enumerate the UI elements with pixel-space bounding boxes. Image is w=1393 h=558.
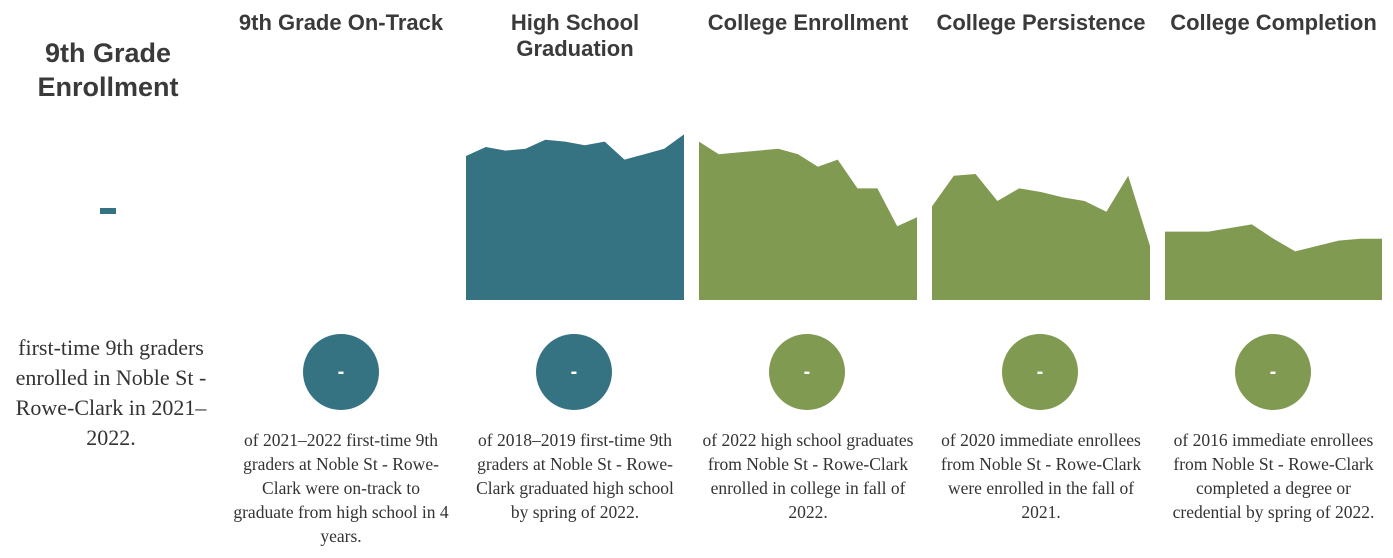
college-enrollment-column: College Enrollment - of 2022 high school…: [699, 0, 917, 558]
enrollment-value-dash: [100, 208, 116, 214]
hs-graduation-area-shape: [466, 134, 684, 300]
enrollment-column: 9th Grade Enrollment first-time 9th grad…: [0, 0, 216, 558]
college-enrollment-area-chart: [699, 141, 917, 300]
college-persistence-column: College Persistence - of 2020 immediate …: [932, 0, 1150, 558]
hs-graduation-column: High School Graduation - of 2018–2019 fi…: [466, 0, 684, 558]
on-track-column: 9th Grade On-Track - of 2021–2022 first-…: [233, 0, 449, 558]
college-completion-area-chart: [1165, 224, 1382, 300]
college-enrollment-value: -: [803, 360, 811, 383]
college-persistence-value: -: [1036, 360, 1044, 383]
hs-graduation-description: of 2018–2019 first-time 9th graders at N…: [476, 430, 674, 522]
college-enrollment-value-circle: -: [769, 334, 845, 410]
college-completion-title: College Completion: [1170, 10, 1377, 35]
college-persistence-area-chart: [932, 174, 1150, 300]
college-completion-description: of 2016 immediate enrollees from Noble S…: [1172, 430, 1375, 522]
hs-graduation-area-chart: [466, 134, 684, 300]
on-track-value: -: [337, 360, 345, 383]
hs-graduation-value-circle: -: [536, 334, 612, 410]
enrollment-title: 9th Grade Enrollment: [37, 38, 179, 102]
college-persistence-description: of 2020 immediate enrollees from Noble S…: [940, 430, 1142, 522]
on-track-description: of 2021–2022 first-time 9th graders at N…: [233, 430, 449, 546]
on-track-title: 9th Grade On-Track: [238, 10, 444, 35]
college-enrollment-title: College Enrollment: [707, 10, 909, 35]
college-completion-value-circle: -: [1235, 334, 1311, 410]
college-completion-value: -: [1269, 360, 1277, 383]
on-track-value-circle: -: [303, 334, 379, 410]
college-persistence-title: College Persistence: [936, 10, 1146, 35]
college-enrollment-area-shape: [699, 141, 917, 300]
college-persistence-area-shape: [932, 174, 1150, 300]
college-completion-column: College Completion - of 2016 immediate e…: [1165, 0, 1382, 558]
college-persistence-value-circle: -: [1002, 334, 1078, 410]
college-enrollment-description: of 2022 high school graduates from Noble…: [702, 430, 914, 522]
enrollment-description: first-time 9th graders enrolled in Noble…: [15, 335, 207, 450]
college-completion-area-shape: [1165, 224, 1382, 300]
hs-graduation-title: High School Graduation: [510, 10, 640, 61]
hs-graduation-value: -: [570, 360, 578, 383]
